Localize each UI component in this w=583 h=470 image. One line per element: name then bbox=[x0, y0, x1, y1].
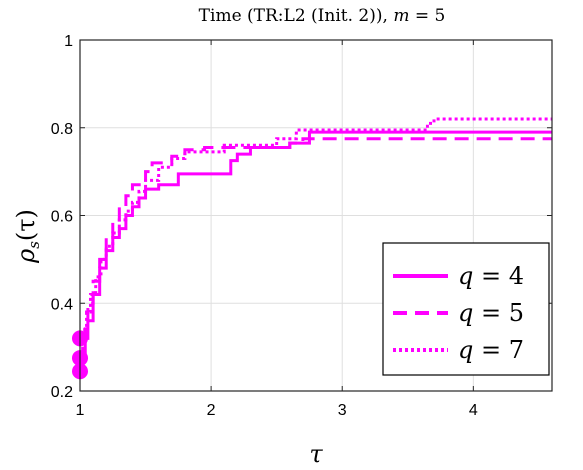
legend-box bbox=[382, 242, 550, 376]
legend: q = 4 q = 5 q = 7 bbox=[382, 242, 550, 376]
tick-labels: 1 2 3 4 0.2 0.4 0.6 0.8 1 bbox=[51, 33, 478, 419]
y-tick-label-0: 0.2 bbox=[51, 384, 73, 401]
chart-title: Time (TR:L2 (Init. 2)), m = 5 bbox=[199, 6, 446, 26]
axes bbox=[79, 39, 553, 392]
x-tick-label-0: 1 bbox=[76, 402, 85, 419]
legend-label-q5: q = 5 bbox=[458, 299, 524, 327]
series-line-0 bbox=[80, 130, 552, 373]
x-tick-label-1: 2 bbox=[207, 402, 216, 419]
legend-label-q7: q = 7 bbox=[458, 336, 524, 364]
series-line-1 bbox=[80, 137, 552, 360]
series-lines bbox=[80, 117, 552, 373]
y-axis-label: ρs(τ) bbox=[12, 209, 43, 264]
x-axis-label: τ bbox=[309, 440, 323, 468]
x-tick-label-3: 4 bbox=[469, 402, 478, 419]
y-tick-label-2: 0.6 bbox=[51, 209, 73, 226]
legend-label-q4: q = 4 bbox=[458, 262, 524, 290]
y-tick-label-3: 0.8 bbox=[51, 121, 73, 138]
x-tick-label-2: 3 bbox=[338, 402, 347, 419]
y-tick-label-4: 1 bbox=[64, 33, 73, 50]
y-tick-label-1: 0.4 bbox=[51, 296, 73, 313]
